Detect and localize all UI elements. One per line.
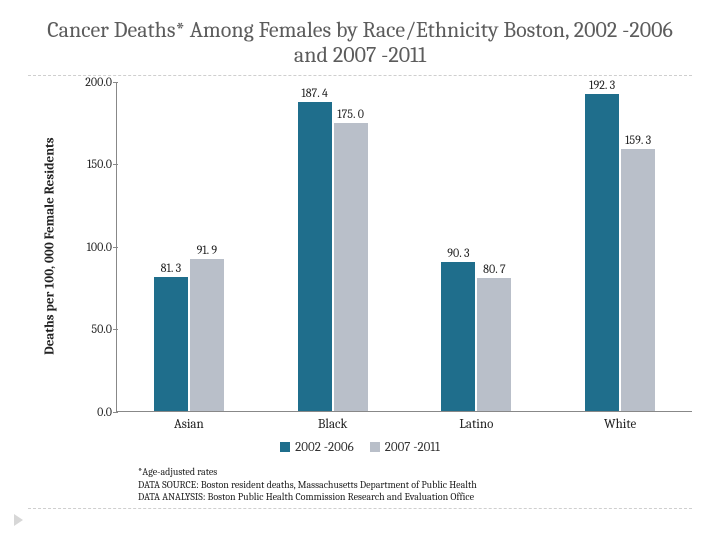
legend: 2002 -2006 2007 -2011 [28, 440, 692, 457]
footnote-line: DATA ANALYSIS: Boston Public Health Comm… [138, 491, 692, 504]
bar-group: 81. 391. 9Asian [117, 82, 261, 411]
bar-value-label: 81. 3 [161, 261, 181, 275]
bar-value-label: 187. 4 [301, 86, 327, 100]
legend-item: 2002 -2006 [280, 440, 354, 455]
bar: 80. 7 [477, 278, 511, 411]
x-category-label: White [548, 411, 692, 432]
bar: 187. 4 [298, 102, 332, 410]
x-category-label: Latino [405, 411, 549, 432]
legend-label: 2002 -2006 [295, 440, 354, 455]
footnote-line: DATA SOURCE: Boston resident deaths, Mas… [138, 479, 692, 492]
bar-groups: 81. 391. 9Asian187. 4175. 0Black90. 380.… [117, 82, 692, 411]
y-tick-label: 100.0 [87, 240, 112, 254]
bar: 91. 9 [190, 259, 224, 410]
footnote-line: *Age-adjusted rates [138, 466, 692, 479]
bar-value-label: 80. 7 [483, 262, 505, 276]
chart-container: Deaths per 100, 000 Female Residents 0.0… [28, 82, 692, 412]
y-axis-label-box: Deaths per 100, 000 Female Residents [28, 82, 74, 412]
bar-value-label: 90. 3 [447, 246, 469, 260]
bar-value-label: 175. 0 [337, 107, 364, 121]
y-tick-label: 0.0 [97, 405, 112, 419]
y-tick-label: 200.0 [85, 75, 112, 89]
bar-value-label: 159. 3 [625, 133, 651, 147]
bar: 175. 0 [334, 123, 368, 411]
plot-area: 81. 391. 9Asian187. 4175. 0Black90. 380.… [116, 82, 692, 412]
y-axis: 0.050.0100.0150.0200.0 [74, 82, 116, 412]
legend-swatch [370, 442, 380, 452]
bar: 192. 3 [585, 94, 619, 410]
chart-title: Cancer Deaths* Among Females by Race/Eth… [28, 18, 692, 69]
bar: 159. 3 [621, 149, 655, 411]
bar: 90. 3 [441, 262, 475, 411]
x-category-label: Black [261, 411, 405, 432]
slide-marker-icon [14, 514, 23, 526]
footnote: *Age-adjusted rates DATA SOURCE: Boston … [138, 466, 692, 504]
bar-group: 90. 380. 7Latino [405, 82, 549, 411]
bar-group: 187. 4175. 0Black [261, 82, 405, 411]
y-tick-label: 50.0 [91, 322, 112, 336]
y-tick-label: 150.0 [87, 157, 112, 171]
bar: 81. 3 [154, 277, 188, 411]
divider-top [28, 75, 692, 76]
bar-group: 192. 3159. 3White [548, 82, 692, 411]
divider-bottom [28, 508, 692, 509]
bar-value-label: 192. 3 [589, 78, 615, 92]
y-axis-label: Deaths per 100, 000 Female Residents [44, 138, 58, 355]
legend-item: 2007 -2011 [370, 440, 440, 455]
plot: 0.050.0100.0150.0200.0 81. 391. 9Asian18… [74, 82, 692, 412]
legend-swatch [280, 442, 290, 452]
x-category-label: Asian [117, 411, 261, 432]
legend-label: 2007 -2011 [385, 440, 440, 455]
bar-value-label: 91. 9 [197, 243, 218, 257]
